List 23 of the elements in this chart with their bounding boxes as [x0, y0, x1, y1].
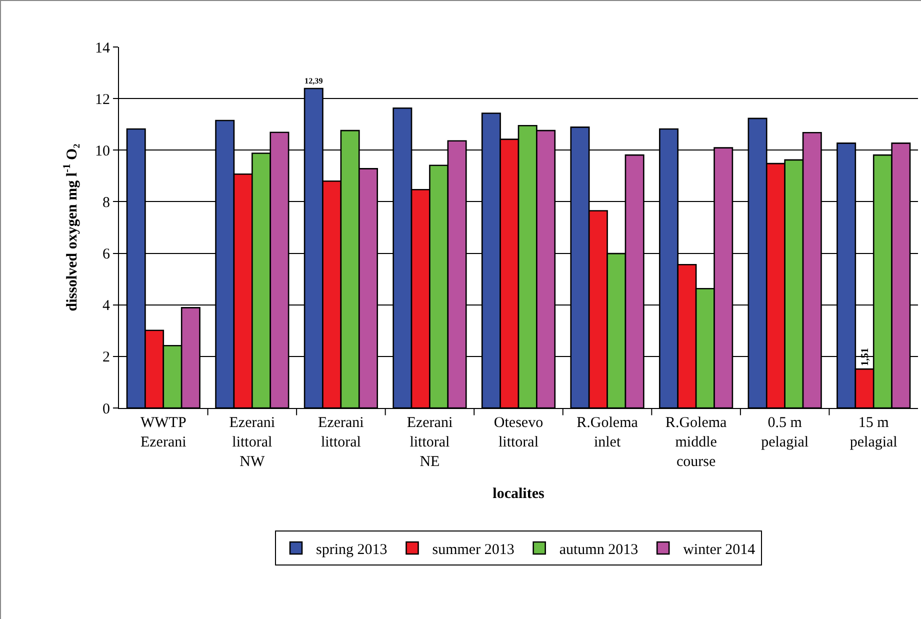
x-tick-label: 0.5 m pelagial — [761, 415, 809, 450]
x-tick-label: R.Golema middle course — [665, 415, 728, 470]
x-tick-label: Ezerani littoral NW — [229, 415, 276, 470]
x-tick-label: R.Golema inlet — [576, 415, 638, 450]
x-tick-label: 15 m pelagial — [850, 415, 898, 450]
y-tick-label: 6 — [102, 246, 110, 263]
y-tick-label: 2 — [102, 350, 110, 366]
y-tick-label: 0 — [102, 401, 110, 418]
x-tick-label: Otesevo littoral — [494, 415, 544, 450]
data-label: 12,39 — [304, 76, 323, 86]
x-tick-label: Ezerani littoral NE — [406, 415, 453, 470]
legend-label: spring 2013 — [316, 542, 388, 558]
y-tick-label: 10 — [95, 143, 110, 160]
y-tick-label: 12 — [95, 92, 110, 108]
y-tick-label: 8 — [102, 194, 110, 211]
legend-label: winter 2014 — [683, 542, 756, 558]
y-tick-label: 4 — [102, 298, 110, 314]
y-tick-label: 14 — [95, 40, 110, 56]
x-tick-label: WWTP Ezerani — [140, 415, 186, 450]
legend-label: summer 2013 — [432, 542, 514, 558]
legend-label: autumn 2013 — [559, 542, 638, 558]
x-axis-title: localites — [492, 486, 544, 502]
x-tick-label: Ezerani littoral — [318, 415, 364, 450]
